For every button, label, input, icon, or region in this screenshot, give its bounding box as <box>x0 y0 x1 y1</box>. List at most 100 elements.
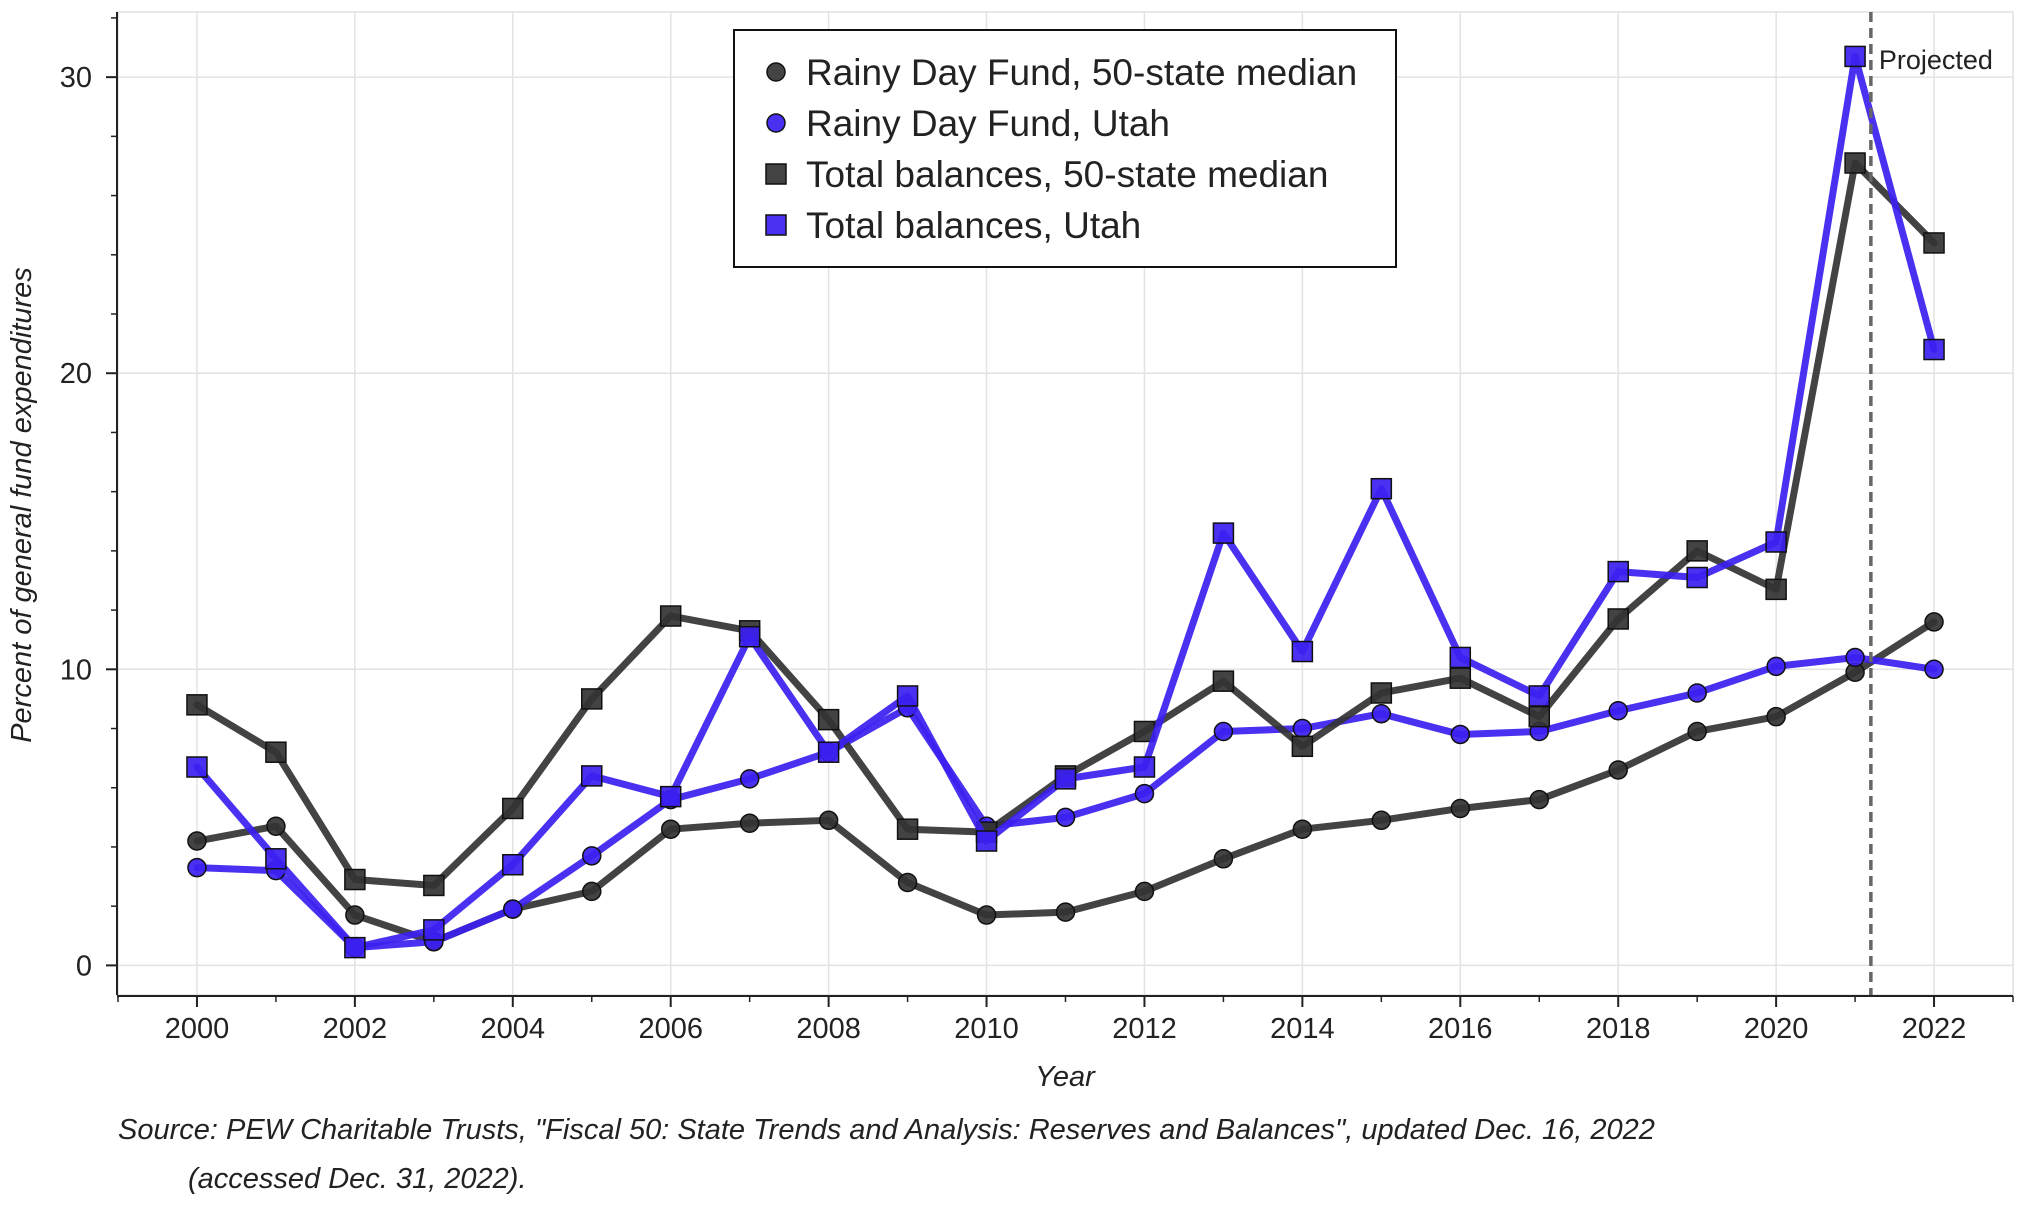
legend-marker <box>766 113 786 133</box>
y-tick-label: 0 <box>76 950 92 982</box>
data-point <box>187 831 207 851</box>
data-point <box>266 816 286 836</box>
data-point <box>502 797 524 820</box>
x-tick-label: 2008 <box>796 1013 861 1045</box>
legend-label: Total balances, 50-state median <box>806 154 1328 195</box>
data-point <box>1845 647 1865 668</box>
data-point <box>1212 522 1235 544</box>
x-axis-title: Year <box>1035 1061 1096 1093</box>
data-point <box>423 919 445 941</box>
data-point <box>817 741 840 763</box>
data-point <box>1923 232 1945 254</box>
data-point <box>1055 807 1076 828</box>
data-point <box>1686 540 1708 562</box>
data-point <box>1766 656 1786 677</box>
data-point <box>1371 703 1392 724</box>
data-point <box>1924 659 1944 680</box>
x-tick-label: 2006 <box>638 1013 703 1045</box>
data-point <box>1450 724 1471 745</box>
data-point <box>1370 477 1393 500</box>
legend-label: Total balances, Utah <box>806 205 1141 246</box>
data-point <box>1766 706 1786 727</box>
data-point <box>581 765 603 787</box>
tick-labels: 2000 2002 2004 2006 2008 2010 2012 2014 2016 2018… <box>60 17 2014 1045</box>
series <box>186 45 1945 959</box>
data-point <box>739 769 760 789</box>
legend-label: Rainy Day Fund, 50-state median <box>806 52 1357 93</box>
data-point <box>1450 798 1471 819</box>
legend-label: Rainy Day Fund, Utah <box>806 103 1170 144</box>
data-point <box>1213 849 1234 869</box>
source-note-line2: (accessed Dec. 31, 2022). <box>188 1163 527 1195</box>
data-point <box>186 694 208 716</box>
data-point <box>659 605 682 627</box>
source-note-line1: Source: PEW Charitable Trusts, "Fiscal 5… <box>118 1114 1655 1146</box>
data-point <box>1844 152 1866 174</box>
data-point <box>1923 338 1945 361</box>
data-point <box>582 846 602 866</box>
x-tick-label: 2020 <box>1744 1013 1809 1045</box>
x-tick-label: 2002 <box>323 1013 388 1045</box>
data-point <box>1529 789 1549 810</box>
data-point <box>503 899 523 919</box>
y-tick-label: 30 <box>60 62 92 94</box>
data-point <box>1528 705 1550 728</box>
legend-entry-2: Total balances, 50-state median <box>765 154 1328 195</box>
data-point <box>817 708 840 731</box>
legend-marker <box>765 163 787 185</box>
data-point <box>818 810 839 831</box>
data-point <box>1687 721 1707 742</box>
x-tick-label: 2014 <box>1270 1013 1335 1045</box>
data-point <box>976 905 997 925</box>
x-tick-label: 2000 <box>165 1013 230 1045</box>
data-point <box>1134 783 1155 804</box>
data-point <box>1924 612 1944 632</box>
data-point <box>187 857 207 878</box>
data-point <box>1371 810 1392 831</box>
data-point <box>344 868 366 891</box>
data-point <box>897 872 918 893</box>
data-point <box>1291 735 1314 758</box>
data-point <box>659 785 682 808</box>
data-point <box>1133 756 1156 778</box>
data-point <box>1528 685 1550 707</box>
x-tick-label: 2004 <box>481 1013 546 1045</box>
data-point <box>1608 760 1628 780</box>
data-point <box>502 853 524 876</box>
data-point <box>423 874 445 897</box>
data-point <box>345 905 365 925</box>
data-point <box>1291 640 1314 663</box>
x-tick-label: 2012 <box>1112 1013 1177 1045</box>
y-tick-label: 10 <box>60 654 92 686</box>
data-point <box>739 813 760 834</box>
legend: Rainy Day Fund, 50-state median Rainy Day… <box>733 29 1397 268</box>
data-point <box>896 685 919 707</box>
data-point <box>1134 881 1155 902</box>
data-point <box>1449 646 1472 669</box>
data-point <box>1607 608 1629 630</box>
data-point <box>975 830 998 852</box>
data-point <box>186 756 208 778</box>
data-point <box>738 625 761 648</box>
x-tick-label: 2018 <box>1586 1013 1651 1045</box>
projection-marker: Projected <box>1869 12 1993 995</box>
legend-marker <box>765 214 787 236</box>
legend-box <box>733 29 1397 268</box>
x-tick-label: 2016 <box>1428 1013 1493 1045</box>
data-point <box>1212 670 1235 692</box>
data-point <box>1054 768 1077 790</box>
data-point <box>660 819 681 839</box>
data-point <box>1370 682 1393 704</box>
data-point <box>1292 819 1313 839</box>
data-point <box>1607 560 1629 583</box>
series-3 <box>186 45 1945 959</box>
data-point <box>1765 531 1787 553</box>
data-point <box>1608 701 1628 721</box>
y-tick-label: 20 <box>60 358 92 390</box>
legend-entry-3: Total balances, Utah <box>765 205 1141 246</box>
data-point <box>1292 718 1313 739</box>
y-axis-title: Percent of general fund expenditures <box>6 267 38 743</box>
data-point <box>896 818 919 840</box>
data-point <box>265 741 287 763</box>
